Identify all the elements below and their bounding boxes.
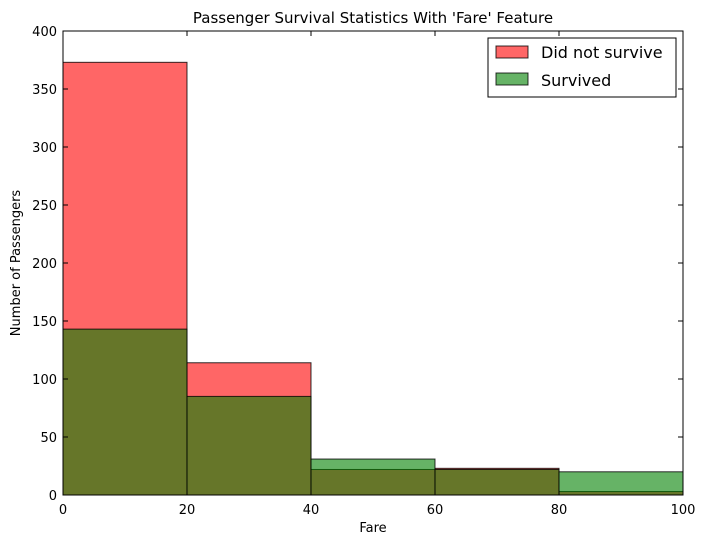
x-tick-label: 60 <box>427 503 444 518</box>
y-tick-label: 0 <box>49 489 57 504</box>
y-axis: 0 50 100 150 200 250 300 350 400 <box>32 25 683 504</box>
x-tick-label: 100 <box>671 503 696 518</box>
bar-survived-80-100 <box>558 471 684 496</box>
y-tick-label: 150 <box>32 315 57 330</box>
legend-swatch-survived <box>495 72 529 86</box>
bar-survived-40-60 <box>310 458 436 496</box>
legend: Did not survive Survived <box>487 37 677 98</box>
bars-layer <box>62 61 684 496</box>
y-tick-label: 100 <box>32 373 57 388</box>
x-axis-label: Fare <box>359 521 386 536</box>
y-tick-label: 400 <box>32 25 57 40</box>
x-tick-label: 0 <box>59 503 67 518</box>
y-tick-label: 300 <box>32 141 57 156</box>
bar-survived-60-80 <box>434 468 560 496</box>
x-tick-label: 40 <box>303 503 320 518</box>
y-axis-label: Number of Passengers <box>9 190 24 337</box>
x-tick-label: 20 <box>179 503 196 518</box>
legend-label-did-not-survive: Did not survive <box>541 43 663 62</box>
y-tick-label: 350 <box>32 83 57 98</box>
y-tick-label: 50 <box>40 431 57 446</box>
bar-survived-20-40 <box>186 395 312 496</box>
legend-swatch-did-not-survive <box>495 45 529 59</box>
bar-survived-0-20 <box>62 328 188 496</box>
chart-title: Passenger Survival Statistics With 'Fare… <box>193 9 553 27</box>
legend-label-survived: Survived <box>541 71 611 90</box>
x-axis: 0 20 40 60 80 100 <box>59 31 696 518</box>
y-tick-label: 250 <box>32 199 57 214</box>
x-tick-label: 80 <box>551 503 568 518</box>
y-tick-label: 200 <box>32 257 57 272</box>
